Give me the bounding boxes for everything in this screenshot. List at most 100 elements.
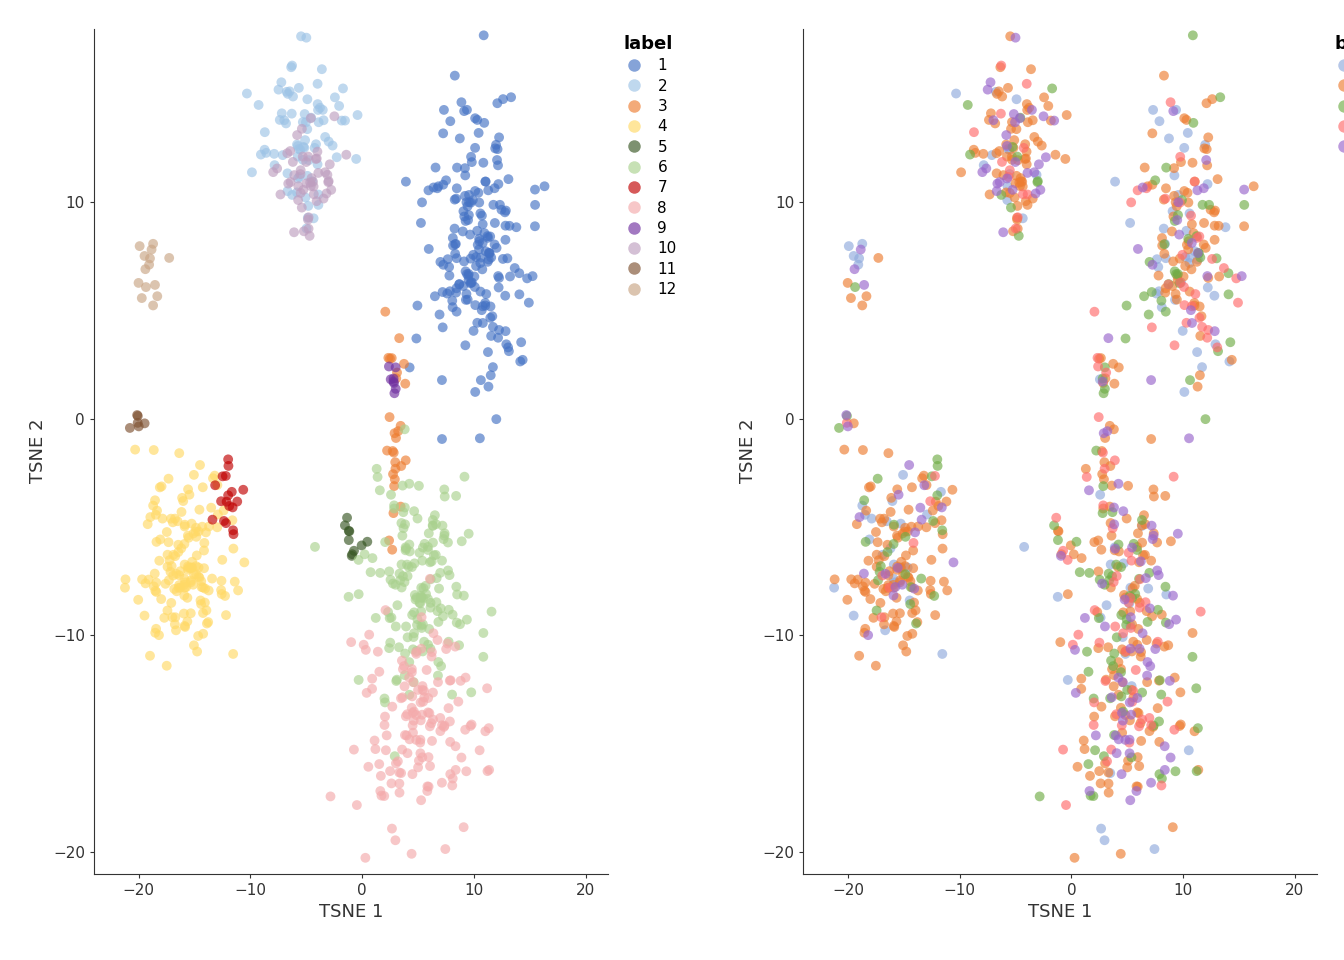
Point [419, 719, 441, 734]
Point [1188, 228, 1210, 244]
Point [173, 618, 195, 634]
Point [890, 606, 911, 621]
Point [202, 470, 223, 486]
Point [1003, 107, 1024, 122]
Point [461, 275, 482, 290]
Point [370, 768, 391, 783]
Point [1153, 246, 1175, 261]
Point [1090, 542, 1111, 558]
Point [1110, 700, 1132, 715]
Point [398, 560, 419, 575]
Point [485, 412, 507, 427]
Point [413, 694, 434, 709]
Point [1128, 706, 1149, 721]
Point [134, 261, 156, 276]
Point [168, 580, 190, 595]
Point [191, 596, 212, 612]
Point [1141, 126, 1163, 141]
Point [880, 491, 902, 506]
Point [1219, 354, 1241, 370]
Point [1133, 547, 1154, 563]
Point [1101, 742, 1122, 757]
Point [887, 559, 909, 574]
Point [871, 567, 892, 583]
Point [895, 529, 917, 544]
Point [488, 269, 509, 284]
Point [1129, 600, 1150, 615]
Point [1008, 175, 1030, 190]
Point [159, 251, 180, 266]
Point [1063, 546, 1085, 562]
Point [874, 548, 895, 564]
Point [1187, 230, 1208, 246]
Point [141, 242, 163, 257]
Point [1204, 203, 1226, 218]
Point [374, 708, 395, 724]
Point [886, 613, 907, 629]
Point [374, 788, 395, 804]
Point [383, 375, 405, 391]
Point [394, 421, 415, 437]
Point [426, 594, 448, 610]
Point [484, 180, 505, 196]
Point [1198, 270, 1219, 285]
Point [194, 561, 215, 576]
Point [297, 91, 319, 107]
Point [289, 169, 310, 184]
Point [306, 194, 328, 209]
Point [434, 841, 456, 856]
Point [1130, 733, 1152, 749]
Point [375, 603, 396, 618]
Point [1099, 765, 1121, 780]
Point [996, 149, 1017, 164]
Point [879, 564, 900, 579]
Point [211, 552, 233, 567]
Point [317, 175, 339, 190]
Point [1079, 783, 1101, 799]
Point [492, 91, 513, 107]
Point [421, 554, 442, 569]
Point [278, 84, 300, 99]
Point [422, 711, 444, 727]
Point [1126, 750, 1148, 765]
Point [390, 765, 411, 780]
Point [1184, 298, 1206, 313]
Point [1095, 365, 1117, 380]
Point [410, 746, 431, 761]
Point [1107, 560, 1129, 575]
Point [922, 514, 943, 529]
Point [434, 526, 456, 541]
Point [1120, 588, 1141, 604]
Point [1141, 320, 1163, 335]
Point [1126, 705, 1148, 720]
Point [882, 606, 903, 621]
Point [1107, 670, 1129, 685]
Point [1165, 266, 1187, 281]
Point [1021, 191, 1043, 206]
Point [1094, 430, 1116, 445]
Point [297, 199, 319, 214]
Point [401, 664, 422, 680]
Point [1169, 195, 1191, 210]
Point [144, 565, 165, 581]
Point [454, 160, 476, 176]
Point [448, 694, 469, 709]
Point [407, 298, 429, 313]
Point [394, 646, 415, 661]
Point [1202, 252, 1223, 267]
Point [1181, 315, 1203, 330]
Point [222, 500, 243, 516]
Point [1175, 258, 1196, 274]
Point [188, 569, 210, 585]
Point [419, 571, 441, 587]
Point [1122, 634, 1144, 649]
Point [403, 626, 425, 641]
Point [126, 415, 148, 430]
Point [297, 210, 319, 226]
Point [313, 191, 335, 206]
Point [271, 148, 293, 163]
Point [1154, 762, 1176, 778]
Point [302, 186, 324, 202]
Point [996, 171, 1017, 186]
Point [852, 443, 874, 458]
